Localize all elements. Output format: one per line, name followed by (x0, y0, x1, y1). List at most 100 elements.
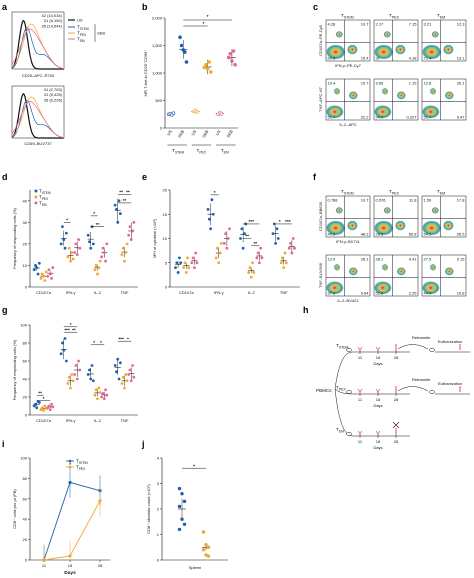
data-dot (100, 395, 104, 399)
data-dot (98, 391, 102, 394)
data-dot (255, 256, 259, 260)
data-dot (186, 256, 189, 260)
flow-quadrant-tl: 4.28 (328, 22, 337, 27)
h-retransfer-arrow (397, 386, 429, 392)
mfi-value: 35 (14,544) (42, 23, 63, 28)
histogram-curve (11, 101, 65, 138)
sig-stars: ** (96, 222, 100, 228)
data-dot (34, 264, 37, 267)
ytick-label: 10 (163, 236, 168, 241)
data-dot (59, 352, 63, 356)
ytick-label: 5 (165, 260, 168, 265)
h-mouse-icon (346, 390, 352, 394)
b-ylabel: MFI T-bet in CD25⁺CD69⁺ (143, 49, 148, 96)
data-dot (123, 386, 126, 390)
flow-xlabel: IFN-γ–PE-Cy7 (335, 63, 362, 68)
h-days-label: Days (373, 445, 382, 450)
histogram-curve (11, 92, 64, 139)
data-dot (37, 261, 41, 265)
flow-density (422, 281, 440, 295)
h-branch-arrow (334, 388, 353, 395)
flow-density (431, 207, 439, 214)
h-bleed-icon (375, 388, 381, 393)
panel-d: 0 10 20 30 40 Frequency of responding cells (… (12, 189, 138, 295)
panel-label-j: j (141, 439, 145, 449)
sig-stars: * (93, 211, 95, 217)
ytick-label: 20 (23, 395, 28, 400)
data-dot (69, 386, 72, 390)
j-xlabel: Spleen (189, 565, 201, 570)
flow-quadrant-tr: 9.41 (409, 257, 418, 262)
category-label: CD107a (179, 290, 194, 295)
data-dot (75, 253, 79, 257)
data-dot (209, 227, 213, 231)
h-retransfer-label: Retransfer (412, 335, 431, 340)
i-point (98, 499, 102, 503)
category-label: IL-2 (94, 290, 102, 295)
ytick-label: 20 (23, 241, 28, 246)
flow-density (431, 31, 439, 38)
data-dot (105, 242, 109, 246)
flow-quadrant-tr: 26.1 (457, 81, 466, 86)
flow-quadrant-bl: 54.1 (424, 232, 433, 237)
data-dot (47, 404, 51, 408)
flow-quadrant-br: 26.5 (457, 232, 466, 237)
sig-stars: * (93, 340, 95, 346)
data-dot (35, 266, 39, 269)
d-legend-dot (34, 189, 38, 193)
flow-quadrant-br: 9.64 (361, 291, 370, 296)
flow-density (333, 88, 341, 95)
data-dot (118, 212, 122, 216)
data-dot (289, 241, 292, 245)
sig-stars: *** (64, 327, 70, 333)
data-dot (64, 231, 68, 235)
b-ytick-label: 500 (155, 98, 162, 103)
data-dot (176, 271, 180, 274)
data-dot (32, 268, 36, 272)
data-dot (61, 225, 64, 229)
data-dot (67, 246, 71, 250)
b-ytick-label: 1,500 (152, 43, 163, 48)
flow-density (396, 91, 406, 100)
mfi-value: 31 (5,426) (44, 92, 63, 97)
flow-density (326, 281, 344, 295)
j-axes (161, 458, 228, 561)
histogram-curve (11, 28, 65, 69)
ytick-label: 0 (25, 413, 28, 418)
j-ytick-label: 2 (157, 507, 160, 512)
data-dot (88, 240, 91, 244)
data-dot (207, 217, 211, 221)
legend-label: TEM (77, 37, 85, 43)
data-dot (117, 199, 121, 203)
data-dot (178, 256, 181, 260)
sig-stars: * (214, 190, 216, 196)
data-dot (240, 227, 244, 231)
flow-density (326, 105, 344, 119)
panel-label-i: i (2, 439, 5, 449)
data-dot (98, 259, 102, 263)
category-label: TNF (121, 418, 129, 423)
h-branch-arrow (334, 351, 353, 390)
flow-ylabel: CD107a–PE-Cy5 (318, 24, 323, 55)
data-dot (274, 241, 278, 245)
category-label: IFN-γ (66, 290, 76, 295)
flow-col-title: TPEX (389, 189, 400, 195)
chart-axes (169, 190, 300, 288)
category-label: TNF (121, 290, 129, 295)
data-dot (222, 241, 226, 245)
sig-stars: ** (126, 190, 130, 196)
data-dot (70, 373, 74, 376)
flow-density (374, 281, 392, 295)
i-ylabel: CD8⁺ cells per μl (PB) (12, 489, 17, 529)
i-series-line (43, 500, 101, 561)
data-dot (127, 373, 131, 376)
data-dot (104, 388, 107, 392)
i-ytick-label: 100 (20, 456, 27, 461)
data-dot (63, 246, 67, 250)
sig-stars: * (100, 340, 102, 346)
data-dot (239, 237, 242, 240)
data-dot (75, 377, 79, 381)
data-dot (252, 271, 256, 274)
flow-quadrant-tl: 3.21 (424, 22, 433, 27)
